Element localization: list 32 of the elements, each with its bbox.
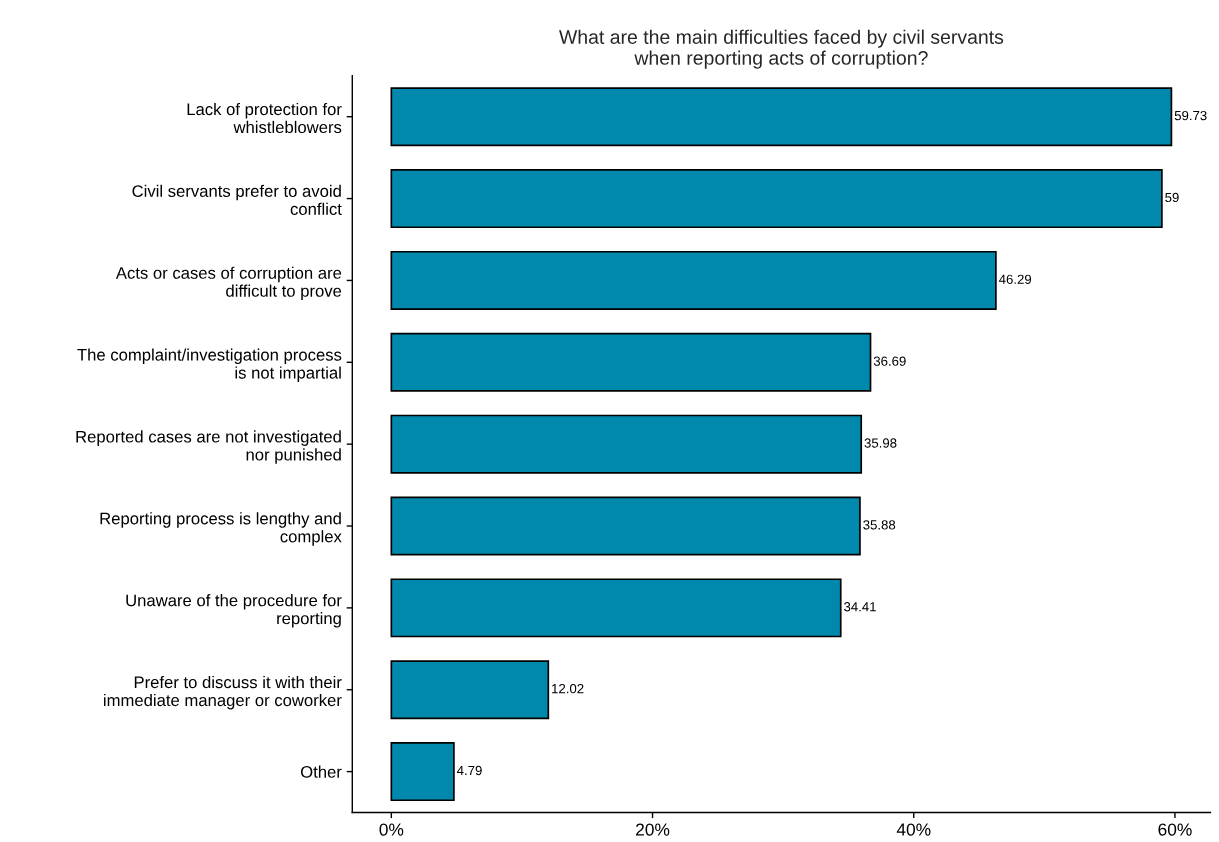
x-tick-label: 60% [1158, 823, 1192, 836]
bar [390, 496, 861, 556]
bar [390, 250, 997, 310]
data-label: 34.41 [844, 602, 876, 612]
bar [390, 742, 455, 802]
y-tick-label: Lack of protection for whistleblowers [187, 102, 342, 134]
chart-title: What are the main difficulties faced by civil servants when reporting acts of corruption? [559, 29, 1004, 69]
x-tick-label: 40% [896, 823, 931, 836]
data-label: 59.73 [1174, 110, 1207, 121]
y-tick-label: Unaware of the procedure for reporting [126, 594, 342, 628]
y-tick-label: Other [300, 765, 342, 778]
y-tick-label: The complaint/investigation process is not impartial [77, 348, 342, 382]
y-tick-label: Reported cases are not investigated nor punished [76, 430, 341, 464]
data-label: 35.98 [864, 438, 897, 448]
bar [390, 332, 872, 392]
data-label: 4.79 [456, 765, 482, 776]
bar [390, 414, 863, 474]
bar [390, 578, 842, 638]
data-label: 59 [1165, 192, 1179, 203]
data-label: 35.88 [863, 520, 896, 530]
data-label: 12.02 [552, 683, 584, 694]
data-label: 36.69 [873, 356, 906, 366]
x-tick-label: 20% [636, 823, 670, 836]
x-tick-label: 0% [379, 823, 404, 836]
y-tick-label: Reporting process is lengthy and complex [100, 512, 342, 546]
data-label: 46.29 [998, 274, 1032, 284]
bar [390, 660, 550, 720]
y-tick-label: Civil servants prefer to avoid conflict [132, 184, 342, 215]
y-tick-label: Prefer to discuss it with their immediate manager or coworker [104, 675, 342, 710]
bar [390, 169, 1163, 229]
y-tick-label: Acts or cases of corruption are difficult to prove [115, 266, 342, 301]
bar [390, 87, 1173, 147]
